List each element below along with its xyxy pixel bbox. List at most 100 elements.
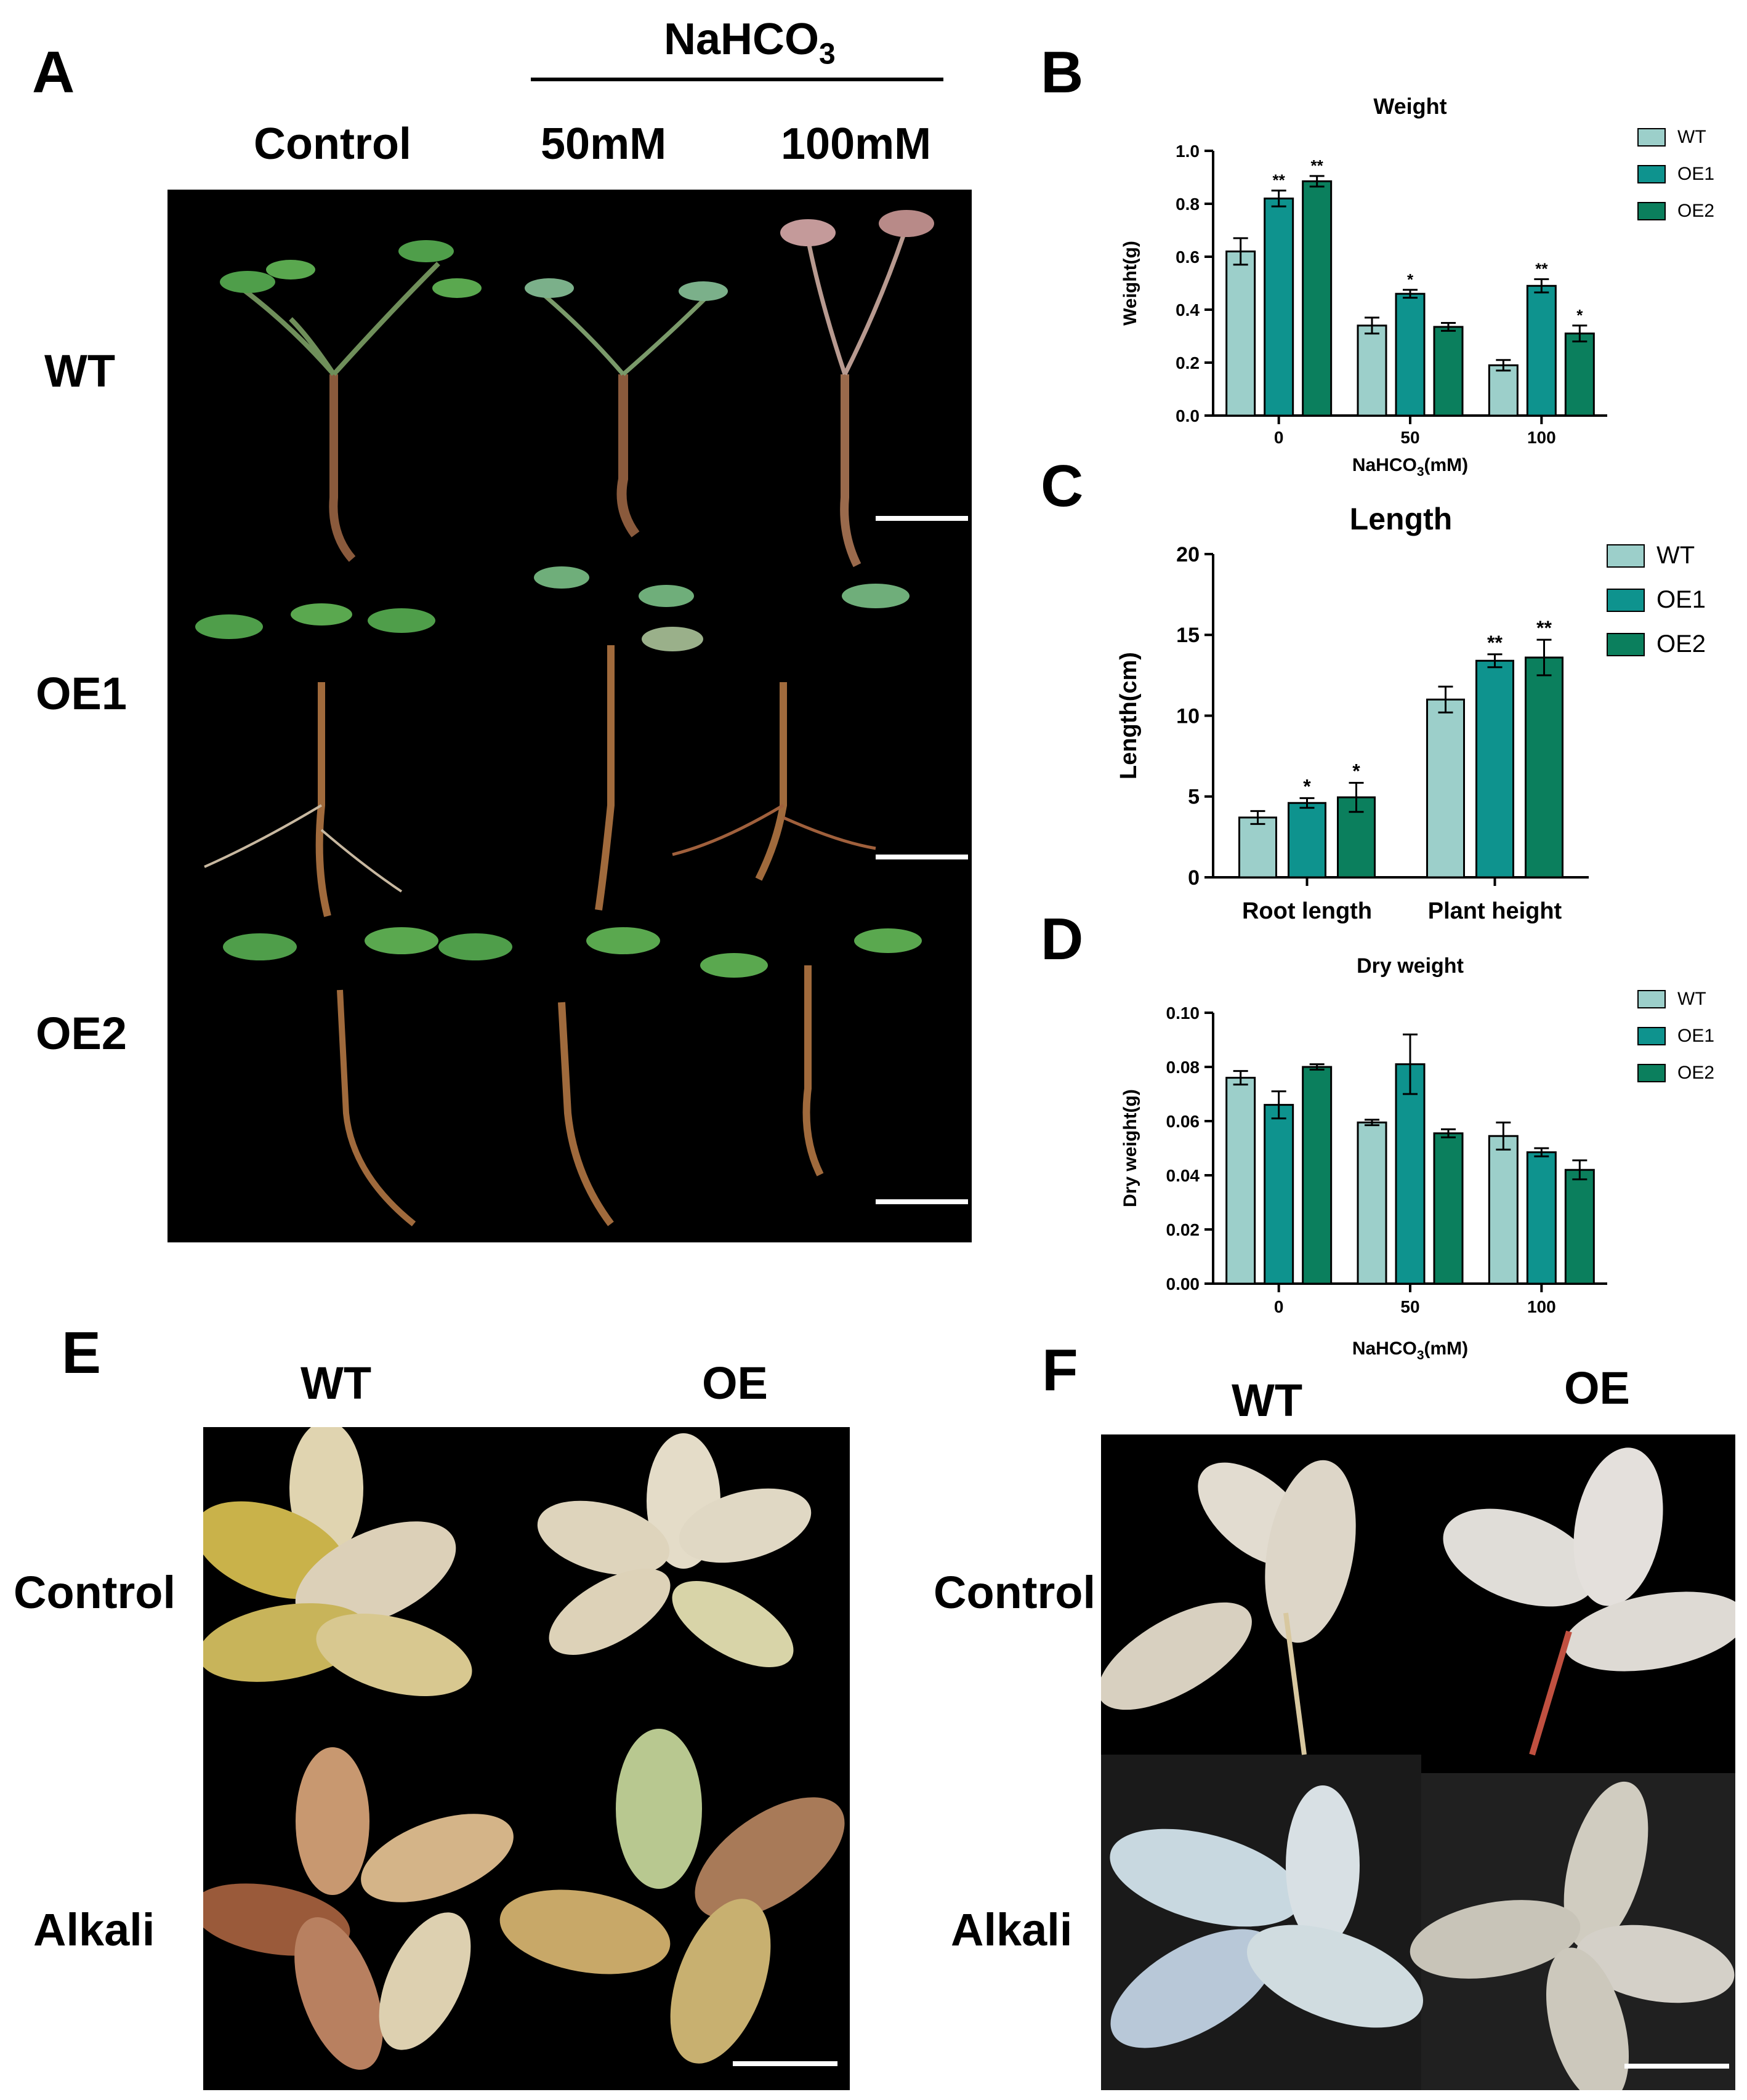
bar (1526, 284, 1557, 417)
y-tick-label: 0.00 (1166, 1274, 1200, 1293)
y-tick-label: 0.06 (1166, 1112, 1200, 1131)
legend-swatch (1637, 1027, 1666, 1045)
bar (1225, 1077, 1256, 1285)
y-tick-label: 0.08 (1166, 1058, 1200, 1077)
significance-marker: * (1576, 306, 1583, 324)
seedling-oe2-control (223, 927, 438, 1226)
row-label-alkali: Alkali (951, 1904, 1073, 1955)
significance-marker: ** (1487, 632, 1503, 654)
y-tick-label: 0.02 (1166, 1220, 1200, 1239)
y-axis-label: Dry weight(g) (1120, 1089, 1140, 1207)
x-tick-label: 50 (1400, 428, 1419, 447)
scale-bar (1624, 2064, 1729, 2069)
row-label-oe1: OE1 (36, 668, 127, 719)
leaf-oe-alkali (1410, 1781, 1735, 2090)
x-axis-label: NaHCO3(mM) (1352, 455, 1468, 479)
treatment-label-main: NaHCO (664, 15, 820, 64)
y-tick-label: 15 (1176, 624, 1200, 647)
legend-label: WT (1656, 542, 1695, 569)
weight-bar-chart: Weight0.00.20.40.60.81.0Weight(g)0****50… (1120, 94, 1714, 479)
y-tick-label: 0.6 (1176, 247, 1200, 267)
bar (1395, 1063, 1426, 1285)
row-label-alkali: Alkali (33, 1904, 155, 1955)
x-tick-label: 0 (1274, 1297, 1284, 1316)
leaf-illustration-nbt (1101, 1447, 1735, 2090)
bar (1357, 324, 1387, 417)
y-tick-label: 10 (1176, 704, 1200, 728)
x-axis-label-main: NaHCO (1352, 455, 1417, 475)
y-tick-label: 0 (1188, 866, 1200, 890)
x-axis-label-sub: 3 (1417, 465, 1424, 479)
chart-title: Length (1350, 502, 1453, 536)
x-axis-label-sub: 3 (1417, 1348, 1424, 1362)
panel-label-d: D (1041, 906, 1084, 972)
x-tick-label: 100 (1527, 428, 1556, 447)
bar (1225, 250, 1256, 417)
bar (1525, 656, 1563, 879)
y-tick-label: 1.0 (1176, 142, 1200, 161)
legend-label: OE1 (1656, 586, 1706, 613)
significance-marker: ** (1311, 156, 1324, 175)
scale-bar (876, 516, 968, 521)
x-tick-label: Root length (1242, 898, 1372, 924)
bar (1488, 364, 1519, 417)
seedling-oe1-100mm (642, 584, 910, 881)
seedling-oe1-50mm (534, 566, 694, 911)
legend-swatch (1637, 202, 1666, 220)
bar (1433, 326, 1464, 417)
bar (1302, 180, 1333, 417)
legend-swatch (1637, 128, 1666, 147)
column-label-wt: WT (1232, 1375, 1303, 1426)
leaf-oe-control (1443, 1447, 1735, 1756)
bar (1395, 292, 1426, 417)
legend-label: OE2 (1677, 201, 1714, 221)
legend-swatch (1637, 1064, 1666, 1082)
significance-marker: * (1407, 270, 1414, 289)
seedling-illustration (195, 210, 934, 1226)
seedling-wt-control (220, 240, 482, 562)
leaf-oe-control (537, 1433, 812, 1667)
legend-label: OE2 (1677, 1063, 1714, 1083)
seedling-oe2-50mm (438, 927, 660, 1226)
legend-swatch (1607, 589, 1645, 612)
bar (1288, 802, 1326, 879)
column-label-100mm: 100mM (781, 119, 932, 169)
x-tick-label: 0 (1274, 428, 1284, 447)
panel-label-e: E (62, 1320, 102, 1386)
scale-bar (876, 1199, 968, 1204)
bar (1264, 1104, 1294, 1285)
y-tick-label: 0.2 (1176, 353, 1200, 372)
leaf-illustration-dab (203, 1427, 845, 2070)
column-label-control: Control (254, 119, 411, 169)
column-label-wt: WT (301, 1358, 372, 1409)
y-tick-label: 20 (1176, 543, 1200, 566)
bar (1564, 332, 1595, 417)
x-axis-label-unit: (mM) (1424, 1338, 1469, 1359)
x-axis-label-unit: (mM) (1424, 455, 1469, 475)
significance-marker: ** (1273, 171, 1286, 190)
legend-swatch (1637, 165, 1666, 183)
leaf-photo-dab (203, 1427, 850, 2090)
bar (1488, 1135, 1519, 1285)
bar (1337, 796, 1376, 879)
leaf-wt-alkali (1110, 1785, 1423, 2048)
column-label-oe: OE (702, 1358, 768, 1409)
y-axis-label: Weight(g) (1120, 241, 1140, 326)
seedling-oe1-control (195, 603, 435, 917)
legend-label: OE1 (1677, 1026, 1714, 1046)
legend-swatch (1637, 990, 1666, 1008)
bar (1433, 1132, 1464, 1285)
bar (1564, 1169, 1595, 1285)
bar (1526, 1151, 1557, 1285)
column-label-50mm: 50mM (541, 119, 667, 169)
leaf-photo-nbt (1101, 1434, 1735, 2090)
seedling-wt-50mm (525, 278, 728, 537)
bar (1264, 197, 1294, 417)
column-label-oe: OE (1564, 1362, 1630, 1414)
x-axis-label: NaHCO3(mM) (1352, 1338, 1468, 1362)
treatment-bracket-line (531, 78, 943, 81)
y-axis-label: Length(cm) (1116, 652, 1142, 779)
legend-label: WT (1677, 127, 1706, 147)
treatment-label-sub: 3 (819, 38, 836, 71)
